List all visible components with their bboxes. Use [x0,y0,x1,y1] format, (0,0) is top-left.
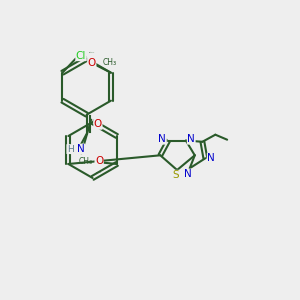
Text: CH₃: CH₃ [78,157,92,166]
Text: methoxy: methoxy [89,52,95,53]
Text: CH₃: CH₃ [103,58,117,68]
Text: N: N [158,134,166,144]
Text: O: O [88,58,96,68]
Text: O: O [94,119,102,129]
Text: N: N [187,134,195,144]
Text: methoxy: methoxy [96,171,102,172]
Text: H: H [67,145,74,154]
Text: methoxy: methoxy [84,160,90,162]
Text: N: N [184,169,192,179]
Text: N: N [207,153,215,163]
Text: Cl: Cl [76,51,86,61]
Text: O: O [95,156,103,166]
Text: N: N [77,144,85,154]
Text: S: S [172,170,179,180]
